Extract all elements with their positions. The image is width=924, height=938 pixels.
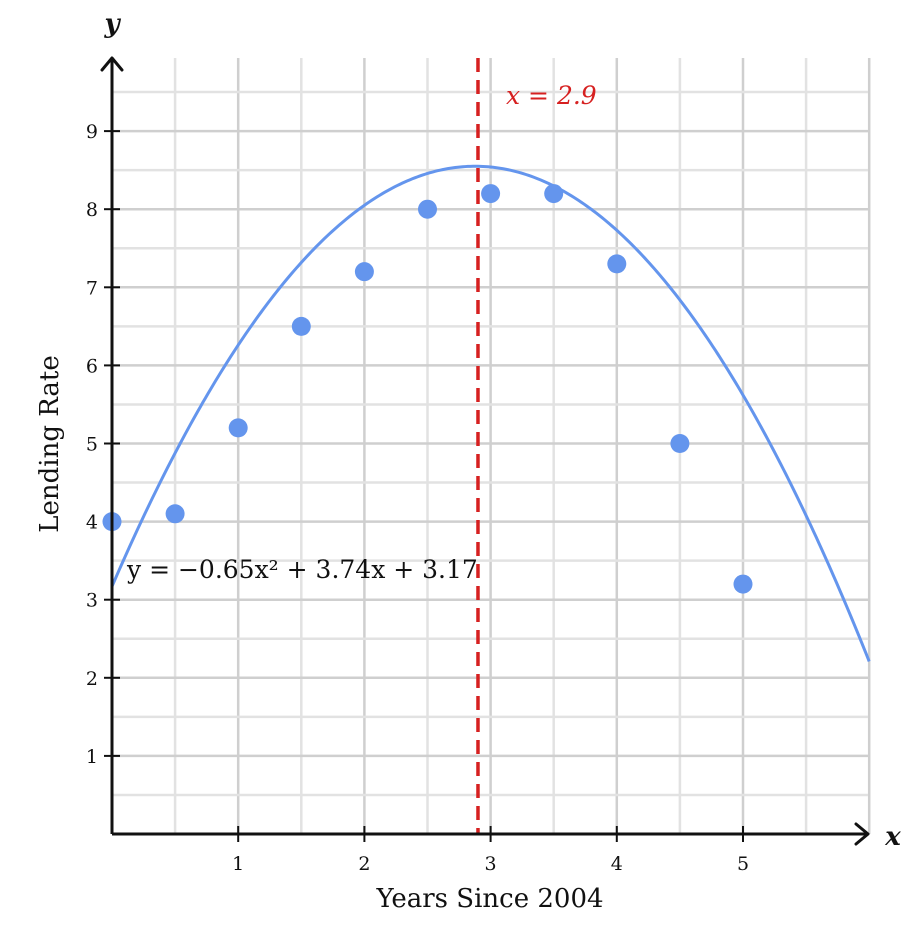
x-tick-label: 2	[358, 853, 370, 875]
x-tick-label: 4	[611, 853, 623, 875]
y-tick-label: 7	[86, 277, 98, 299]
y-tick-label: 6	[86, 355, 98, 377]
x-tick-label: 1	[232, 853, 244, 875]
grid	[112, 58, 869, 834]
data-point	[229, 418, 248, 437]
data-point	[607, 254, 626, 273]
y-tick-label: 9	[86, 121, 98, 143]
y-axis-title: Lending Rate	[35, 355, 65, 533]
y-tick-label: 1	[86, 746, 98, 768]
y-tick-label: 8	[86, 199, 98, 221]
y-tick-label: 2	[86, 668, 98, 690]
data-point	[481, 184, 500, 203]
equation-label: y = −0.65x² + 3.74x + 3.17	[126, 555, 478, 584]
y-tick-label: 4	[86, 512, 98, 534]
vertical-line-label: x = 2.9	[506, 81, 597, 110]
x-axis-title: Years Since 2004	[375, 884, 603, 914]
data-point	[166, 504, 185, 523]
data-point	[544, 184, 563, 203]
axis-ticks: 1 2 3 4 5 1 2 3 4 5 6 7 8 9	[86, 121, 749, 875]
x-tick-label: 3	[485, 853, 497, 875]
axes	[102, 58, 868, 844]
x-tick-label: 5	[737, 853, 749, 875]
data-point	[292, 317, 311, 336]
data-point	[418, 200, 437, 219]
x-axis-var-label: x	[884, 822, 901, 852]
data-point	[734, 575, 753, 594]
data-point	[670, 434, 689, 453]
y-tick-label: 5	[86, 434, 98, 456]
y-tick-label: 3	[86, 590, 98, 612]
data-point	[355, 262, 374, 281]
y-axis-var-label: y	[103, 9, 121, 39]
